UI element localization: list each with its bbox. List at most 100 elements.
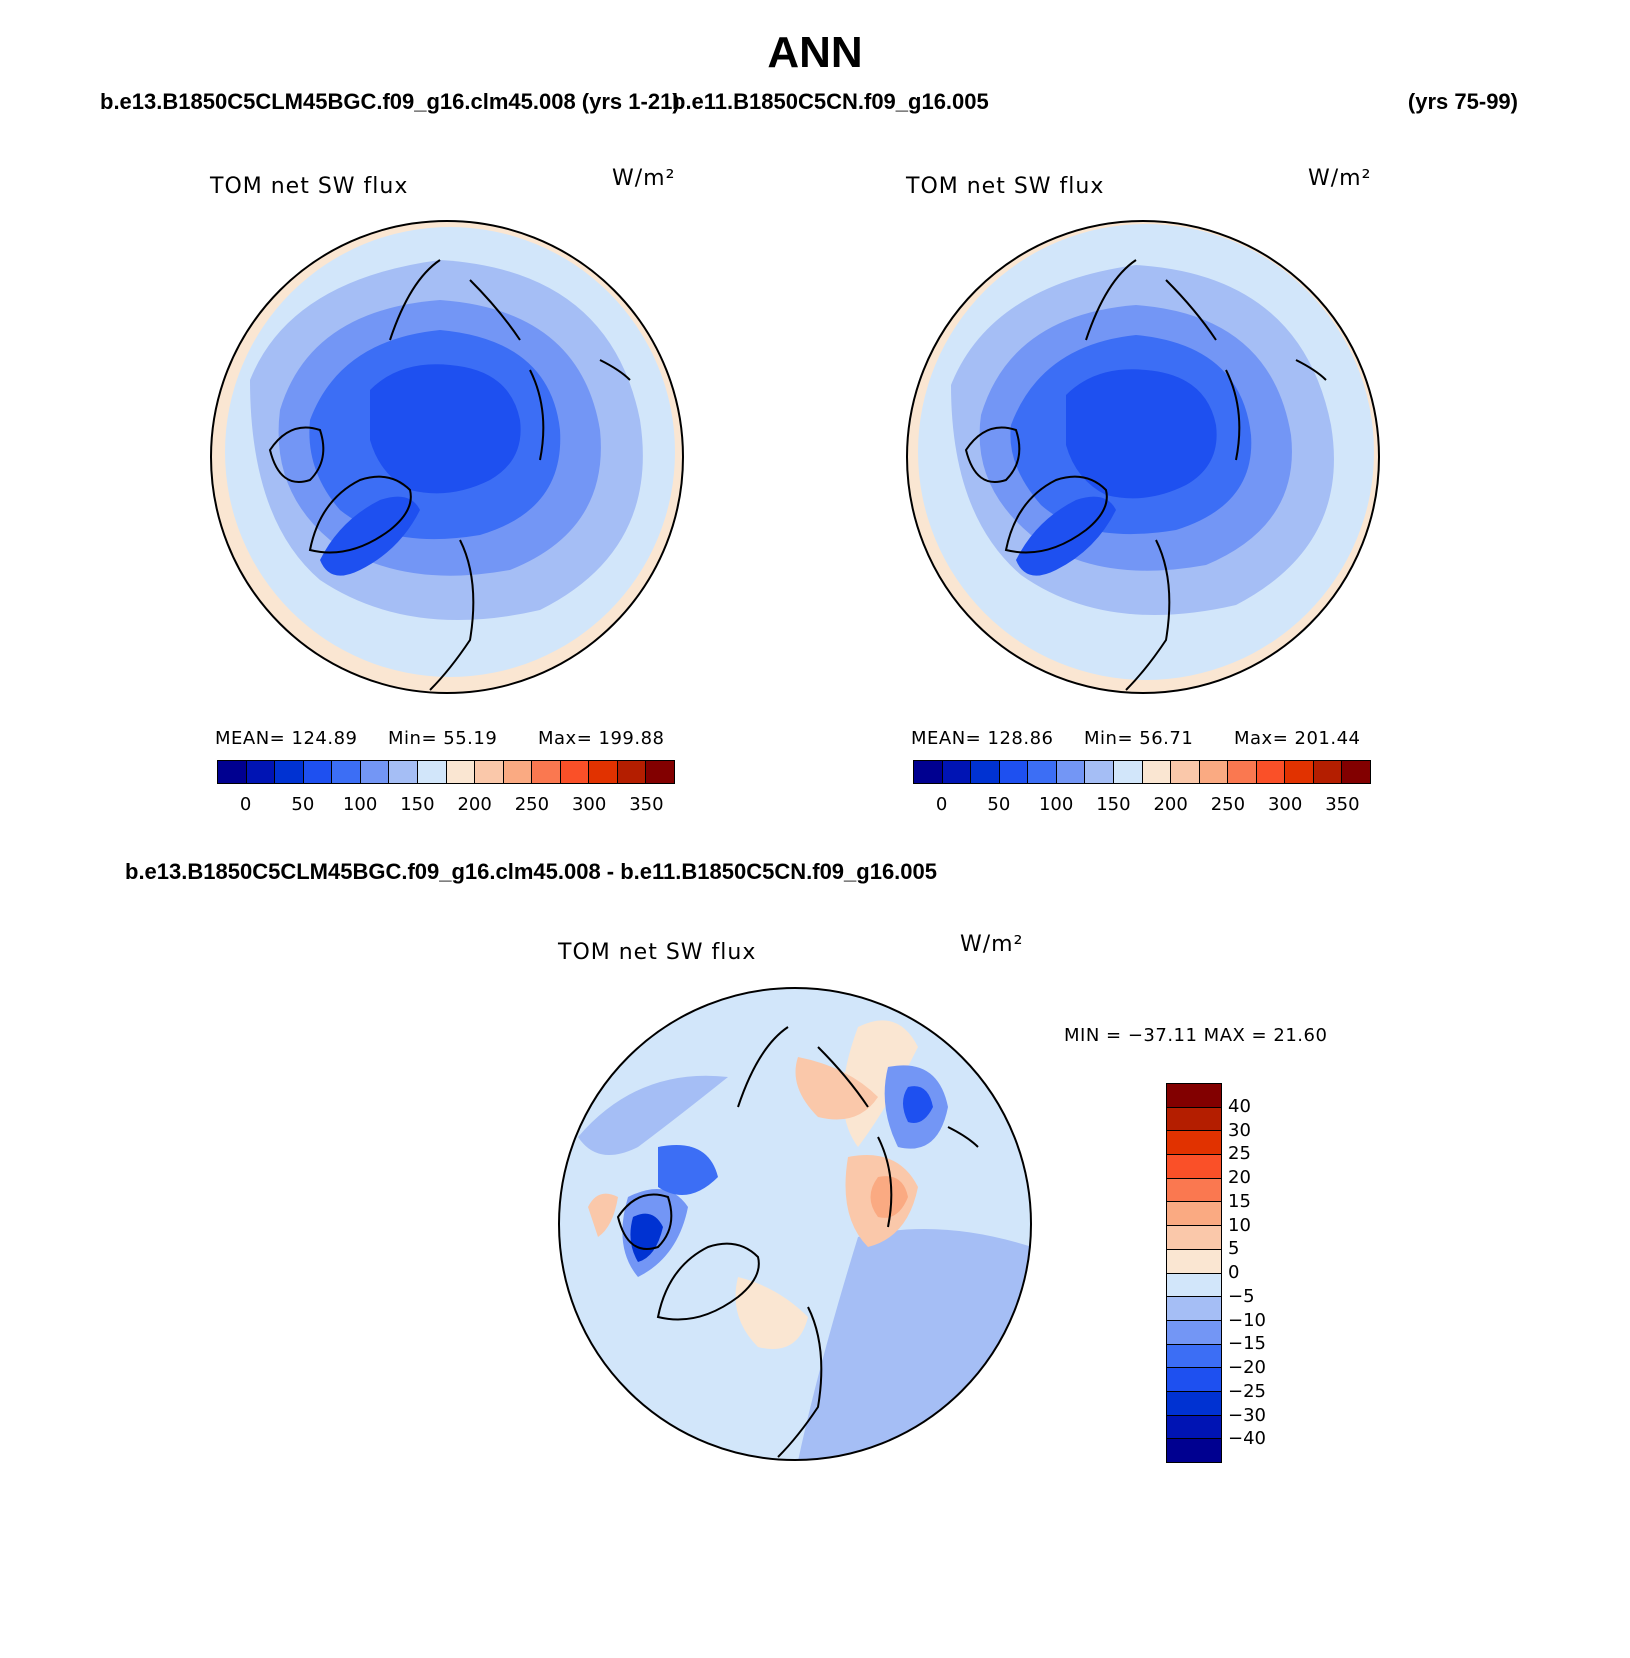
colorbar-tick-label: −40 (1228, 1428, 1266, 1450)
colorbar-swatch (1167, 1178, 1221, 1203)
colorbar-tick-label: 150 (1096, 794, 1131, 815)
panel2-mean: MEAN= 128.86 (911, 728, 1054, 749)
colorbar-swatch (446, 761, 476, 783)
colorbar-swatch (1342, 761, 1370, 783)
colorbar-swatch (1167, 1297, 1221, 1321)
colorbar-swatch (218, 761, 247, 783)
colorbar-swatch (1167, 1249, 1221, 1274)
colorbar-tick-label: 50 (987, 794, 1011, 815)
colorbar-swatch (1167, 1202, 1221, 1227)
colorbar-tick-label: 100 (342, 794, 378, 815)
colorbar-tick-label: 40 (1228, 1095, 1251, 1117)
colorbar-swatch (1113, 761, 1143, 783)
colorbar-tick-label: 350 (1325, 794, 1360, 815)
colorbar-swatch (1167, 1226, 1221, 1250)
panel1-mean: MEAN= 124.89 (215, 728, 358, 749)
colorbar-swatch (360, 761, 390, 783)
colorbar-swatch (1167, 1439, 1221, 1462)
colorbar-swatch (1085, 761, 1114, 783)
difference-polar-map (558, 987, 1032, 1461)
colorbar-swatch (1171, 761, 1200, 783)
colorbar-swatch (417, 761, 447, 783)
colorbar-swatch (999, 761, 1029, 783)
colorbar-tick-label: 200 (1153, 794, 1188, 815)
colorbar-swatch (1167, 1131, 1221, 1156)
colorbar-tick-label: 25 (1228, 1143, 1251, 1165)
panel1-min: Min= 55.19 (388, 728, 498, 749)
case-right-label: (yrs 75-99) (1407, 89, 1518, 114)
colorbar-swatch (1167, 1415, 1221, 1440)
colorbar-swatch (1199, 761, 1229, 783)
colorbar-swatch (1028, 761, 1057, 783)
colorbar-swatch (1228, 761, 1257, 783)
colorbar-swatch (1056, 761, 1086, 783)
colorbar-tick-label: 350 (629, 794, 664, 815)
panel2-polar-map (906, 220, 1380, 694)
panel1-max: Max= 199.88 (538, 728, 665, 749)
panel2-units: W/m² (1308, 166, 1372, 191)
colorbar-tick-label: 50 (291, 794, 315, 815)
colorbar-swatch (1256, 761, 1286, 783)
main-title: ANN (767, 28, 863, 77)
colorbar-tick-label: 10 (1228, 1214, 1251, 1236)
colorbar-tick-label: 250 (1210, 794, 1246, 815)
colorbar-tick-label: 200 (457, 794, 492, 815)
panel1-units: W/m² (612, 166, 676, 191)
colorbar-swatch (560, 761, 590, 783)
colorbar-tick-label: 20 (1228, 1167, 1251, 1188)
panel2-max: Max= 201.44 (1234, 728, 1361, 749)
diff-variable-title: TOM net SW flux (558, 940, 757, 965)
colorbar-swatch (1167, 1084, 1221, 1108)
colorbar-tick-label: 0 (1228, 1262, 1240, 1283)
colorbar-swatch (646, 761, 674, 783)
colorbar-tick-label: −20 (1228, 1357, 1266, 1378)
colorbar-swatch (503, 761, 533, 783)
difference-min-max: MIN = −37.11 MAX = 21.60 (1064, 1025, 1328, 1046)
colorbar-swatch (1167, 1344, 1221, 1369)
colorbar-tick-label: −5 (1228, 1285, 1255, 1307)
colorbar-tick-label: 0 (239, 794, 252, 815)
panel1-variable-title: TOM net SW flux (210, 174, 409, 199)
colorbar-swatch (1167, 1273, 1221, 1298)
colorbar-tick-label: 0 (935, 794, 948, 815)
case-middle-label: b.e11.B1850C5CN.f09_g16.005 (672, 89, 989, 114)
colorbar-swatch (1313, 761, 1343, 783)
colorbar-swatch (246, 761, 276, 783)
colorbar-tick-label: −15 (1228, 1333, 1266, 1355)
colorbar-tick-label: 100 (1038, 794, 1074, 815)
colorbar-swatch (475, 761, 504, 783)
difference-colorbar (1166, 1083, 1222, 1463)
panel2-colorbar (913, 760, 1371, 784)
colorbar-swatch (275, 761, 304, 783)
colorbar-swatch (589, 761, 618, 783)
colorbar-tick-label: 300 (1267, 794, 1303, 815)
case-left-label: b.e13.B1850C5CLM45BGC.f09_g16.clm45.008 … (100, 89, 680, 114)
colorbar-swatch (1167, 1368, 1221, 1392)
colorbar-tick-label: −25 (1228, 1380, 1266, 1402)
colorbar-swatch (1167, 1107, 1221, 1132)
colorbar-tick-label: 30 (1228, 1119, 1251, 1141)
colorbar-swatch (971, 761, 1000, 783)
colorbar-swatch (942, 761, 972, 783)
colorbar-tick-label: −10 (1228, 1309, 1266, 1331)
diff-units: W/m² (960, 932, 1024, 957)
difference-title: b.e13.B1850C5CLM45BGC.f09_g16.clm45.008 … (125, 859, 938, 884)
colorbar-swatch (303, 761, 333, 783)
colorbar-swatch (1285, 761, 1314, 783)
panel1-colorbar (217, 760, 675, 784)
panel1-polar-map (210, 220, 684, 694)
colorbar-tick-label: 15 (1228, 1190, 1251, 1212)
colorbar-swatch (1167, 1155, 1221, 1179)
colorbar-swatch (1167, 1320, 1221, 1345)
panel2-variable-title: TOM net SW flux (906, 174, 1105, 199)
colorbar-tick-label: 300 (571, 794, 607, 815)
colorbar-swatch (1142, 761, 1172, 783)
colorbar-tick-label: −30 (1228, 1404, 1266, 1426)
colorbar-swatch (389, 761, 418, 783)
colorbar-tick-label: 150 (400, 794, 435, 815)
colorbar-swatch (914, 761, 943, 783)
colorbar-tick-label: 5 (1228, 1238, 1240, 1260)
colorbar-swatch (1167, 1391, 1221, 1416)
panel2-min: Min= 56.71 (1084, 728, 1194, 749)
colorbar-swatch (332, 761, 361, 783)
